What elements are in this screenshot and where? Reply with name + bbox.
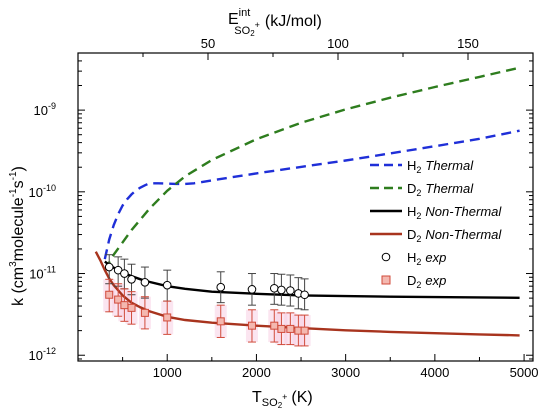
legend-marker-d2-exp <box>381 275 391 285</box>
legend-item-d2-non-thermal: D2 Non-Thermal <box>370 227 502 244</box>
d2-exp-point <box>120 301 129 310</box>
top-axis-title: Eint SO2+ (kJ/mol) <box>228 7 322 38</box>
h2-exp-point <box>269 283 279 293</box>
x-axis-ticks: 1000 2000 3000 4000 5000 <box>122 354 539 380</box>
y-tick-label: 10-10 <box>29 183 56 200</box>
y-axis-ticks: 10-12 10-11 10-10 10-9 <box>29 52 533 363</box>
series-line-1 <box>103 66 520 271</box>
d2-exp-point <box>286 324 295 333</box>
h2-exp-point <box>127 274 136 284</box>
top-tick-label: 50 <box>201 36 215 51</box>
top-tick-label: 100 <box>327 36 349 51</box>
legend-item-d2-thermal: D2 Thermal <box>370 181 474 198</box>
x-tick-label: 2000 <box>242 365 271 380</box>
series-layer <box>94 66 520 347</box>
y-tick-label: 10-9 <box>34 101 56 118</box>
d2-exp-point <box>216 317 225 326</box>
h2-exp-point <box>247 285 257 294</box>
top-tick-label: 150 <box>457 36 479 51</box>
x-tick-label: 5000 <box>510 365 539 380</box>
legend-item-d2-exp: D2 exp <box>381 273 446 290</box>
legend-item-h2-non-thermal: H2 Non-Thermal <box>370 204 502 221</box>
h2-exp-point <box>286 286 295 295</box>
d2-exp-point <box>127 303 136 312</box>
d2-exp-point <box>270 321 279 330</box>
d2-exp-point <box>163 313 172 322</box>
d2-exp-point <box>300 326 309 335</box>
plot-frame <box>77 52 534 362</box>
legend-item-h2-exp: H2 exp <box>381 250 446 267</box>
x-tick-label: 1000 <box>153 365 182 380</box>
d2-exp-point <box>105 290 114 299</box>
y-tick-label: 10-11 <box>29 265 56 282</box>
x-tick-label: 4000 <box>420 365 449 380</box>
y-tick-label: 10-12 <box>29 346 56 363</box>
d2-exp-point <box>247 321 256 330</box>
d2-exp-point <box>277 324 286 333</box>
series-line-0 <box>103 129 520 260</box>
h2-exp-point <box>104 262 114 272</box>
x-axis-title: TSO2+ (K) <box>252 389 313 410</box>
top-axis-ticks: 50 100 150 <box>142 36 534 60</box>
h2-exp-point <box>120 269 129 278</box>
legend-label-main: H <box>407 158 416 173</box>
d2-exp-point <box>140 308 149 317</box>
h2-exp-point <box>277 285 286 295</box>
h2-exp-point <box>300 290 309 300</box>
x-tick-label: 3000 <box>331 365 360 380</box>
d2-exp-point <box>114 295 123 304</box>
h2-exp-point <box>162 280 172 290</box>
legend-item-h2-thermal: H2 Thermal <box>370 158 474 175</box>
y-axis-title: k (cm3molecule-1s-1) <box>8 166 27 306</box>
legend: H2 Thermal D2 Thermal H2 Non-Thermal D2 Non-… <box>370 158 502 290</box>
legend-marker-h2-exp <box>381 252 391 262</box>
h2-exp-point <box>216 282 226 292</box>
h2-exp-point <box>140 278 150 287</box>
